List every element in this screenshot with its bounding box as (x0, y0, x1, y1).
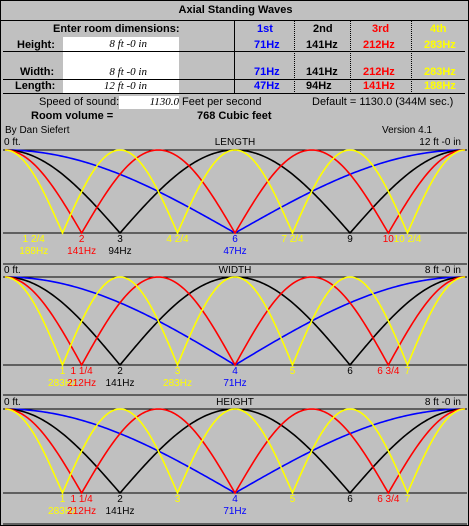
marker-position-label: 6 (347, 494, 353, 505)
speed-default: Default = 1130.0 (344M sec.) (312, 96, 454, 108)
speed-label: Speed of sound: (39, 96, 120, 108)
length-freq-4: 188Hz (424, 80, 456, 92)
height-input[interactable]: 8 ft -0 in (63, 38, 147, 51)
length-freq-3: 141Hz (363, 80, 395, 92)
height-freq-4: 283Hz (424, 39, 456, 51)
width-freq-1: 71Hz (254, 66, 280, 78)
chart-title: LENGTH (214, 137, 256, 148)
chart-start-label: 0 ft. (4, 137, 21, 148)
chart-svg (3, 276, 467, 396)
marker-position-label: 1 1/4 (70, 366, 93, 377)
mode-curve-3 (4, 276, 466, 367)
col-header-3rd: 3rd (372, 23, 390, 35)
chart-height: 0 ft. HEIGHT 8 ft -0 in 1 283Hz 1 1/4 212Hz 2 14… (3, 397, 467, 525)
speed-input[interactable]: 1130.0 (119, 96, 179, 109)
height-label: Height: (17, 39, 55, 51)
marker-position-label: 9 (347, 234, 353, 245)
length-input[interactable]: 12 ft -0 in (63, 80, 147, 93)
mode-curve-3 (4, 149, 466, 235)
col-sep-2 (350, 21, 352, 94)
version: Version 4.1 (382, 125, 433, 136)
mode-curve-4 (4, 408, 466, 496)
height-freq-3: 212Hz (363, 39, 395, 51)
width-input[interactable]: 8 ft -0 in (63, 66, 147, 79)
length-label: Length: (15, 80, 56, 92)
height-freq-1: 71Hz (254, 39, 280, 51)
volume-label: Room volume = (31, 110, 114, 122)
marker-position-label: 7 (404, 366, 411, 377)
chart-end-label: 8 ft -0 in (424, 397, 461, 408)
marker-frequency-label: 141Hz (105, 378, 135, 389)
volume-value: 768 Cubic feet (197, 110, 272, 122)
marker-position-label: 5 (289, 494, 296, 505)
marker-position-label: 2 (78, 234, 85, 245)
marker-frequency-label: 71Hz (223, 506, 247, 517)
mode-curve-4 (4, 276, 466, 368)
marker-position-label: 2 (117, 494, 123, 505)
marker-position-label: 2 (117, 366, 123, 377)
marker-position-label: 4 2/4 (166, 234, 189, 245)
chart-title: HEIGHT (216, 397, 254, 408)
marker-position-label: 3 (174, 494, 181, 505)
marker-frequency-label: 212Hz (67, 378, 97, 389)
col-header-4th: 4th (430, 23, 447, 35)
marker-position-label: 6 (347, 366, 353, 377)
marker-position-label: 4 (232, 494, 238, 505)
marker-position-label: 7 (404, 494, 411, 505)
marker-frequency-label: 188Hz (19, 246, 49, 257)
marker-frequency-label: 71Hz (223, 378, 247, 389)
marker-position-label: 7 2/4 (281, 234, 304, 245)
chart-svg (3, 149, 467, 265)
marker-position-label: 4 (232, 366, 238, 377)
col-sep-3 (411, 21, 413, 94)
inputs-header: Enter room dimensions: (53, 23, 180, 35)
mode-curve-3 (4, 408, 466, 495)
col-header-2nd: 2nd (313, 23, 333, 35)
width-freq-3: 212Hz (363, 66, 395, 78)
marker-position-label: 1 (59, 366, 66, 377)
marker-position-label: 10 2/4 (393, 234, 422, 245)
marker-frequency-label: 94Hz (108, 246, 132, 257)
length-freq-1: 47Hz (254, 80, 280, 92)
width-freq-2: 141Hz (306, 66, 338, 78)
length-freq-2: 94Hz (306, 80, 332, 92)
col-sep-1 (294, 21, 296, 94)
chart-start-label: 0 ft. (4, 265, 21, 276)
chart-end-label: 8 ft -0 in (424, 265, 461, 276)
marker-position-label: 3 (117, 234, 123, 245)
marker-position-label: 6 (232, 234, 238, 245)
chart-svg (3, 408, 467, 525)
chart-end-label: 12 ft -0 in (419, 137, 461, 148)
speed-unit: Feet per second (182, 96, 262, 108)
app-title: Axial Standing Waves (178, 4, 293, 16)
marker-position-label: 6 3/4 (377, 494, 400, 505)
width-label: Width: (20, 66, 55, 78)
marker-position-label: 6 3/4 (377, 366, 400, 377)
title-divider (1, 20, 468, 21)
marker-position-label: 1 2/4 (22, 234, 45, 245)
chart-length: 0 ft. LENGTH 12 ft -0 in 1 2/4 188Hz 2 141Hz 3 9… (3, 137, 467, 265)
marker-frequency-label: 283Hz (48, 378, 77, 389)
marker-frequency-label: 141Hz (67, 246, 97, 257)
marker-frequency-label: 212Hz (67, 506, 97, 517)
marker-frequency-label: 283Hz (48, 506, 77, 517)
width-freq-4: 283Hz (424, 66, 456, 78)
marker-position-label: 1 1/4 (70, 494, 93, 505)
chart-title: WIDTH (218, 265, 252, 276)
panel-divider (234, 21, 235, 94)
height-freq-2: 141Hz (306, 39, 338, 51)
marker-frequency-label: 141Hz (105, 506, 135, 517)
marker-position-label: 1 (59, 494, 66, 505)
author: By Dan Siefert (5, 125, 70, 136)
marker-frequency-label: 283Hz (163, 378, 192, 389)
chart-start-label: 0 ft. (4, 397, 21, 408)
mode-curve-4 (4, 149, 466, 235)
marker-frequency-label: 47Hz (223, 246, 247, 257)
marker-position-label: 3 (174, 366, 181, 377)
chart-width: 0 ft. WIDTH 8 ft -0 in 1 283Hz 1 1/4 212Hz 2 141… (3, 265, 467, 396)
marker-position-label: 10 (382, 234, 394, 245)
col-header-1st: 1st (257, 23, 273, 35)
marker-position-label: 5 (289, 366, 296, 377)
